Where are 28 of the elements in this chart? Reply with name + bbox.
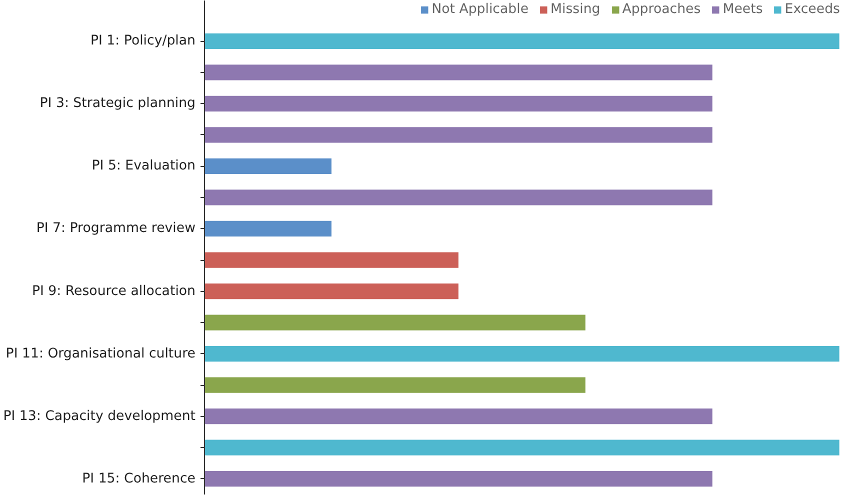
y-tick-label: PI 3: Strategic planning (40, 96, 196, 112)
bar (204, 346, 840, 362)
bar (204, 220, 332, 237)
legend-label: Exceeds (784, 2, 840, 17)
y-tick-label: PI 11: Organisational culture (6, 346, 196, 362)
bar (204, 440, 840, 456)
bar (204, 96, 712, 112)
legend-label: Not Applicable (432, 2, 529, 17)
y-tick-label: PI 1: Policy/plan (90, 34, 196, 49)
bar (204, 471, 712, 487)
bar (204, 252, 458, 268)
y-tick-label: PI 7: Programme review (36, 221, 196, 236)
bar (204, 190, 712, 206)
bar (204, 314, 586, 330)
bar (204, 127, 712, 143)
y-tick-label: PI 15: Coherence (82, 471, 196, 486)
y-tick-label: PI 9: Resource allocation (32, 284, 196, 299)
legend-label: Approaches (622, 2, 701, 17)
bar (204, 33, 840, 49)
bar (204, 64, 712, 80)
y-tick-label: PI 13: Capacity development (3, 408, 196, 424)
bar (204, 377, 586, 393)
legend-label: Missing (550, 2, 600, 17)
y-tick-label: PI 5: Evaluation (92, 158, 196, 174)
bar (204, 283, 458, 300)
bar (204, 408, 712, 424)
legend-label: Meets (722, 2, 763, 17)
bar (204, 158, 332, 174)
